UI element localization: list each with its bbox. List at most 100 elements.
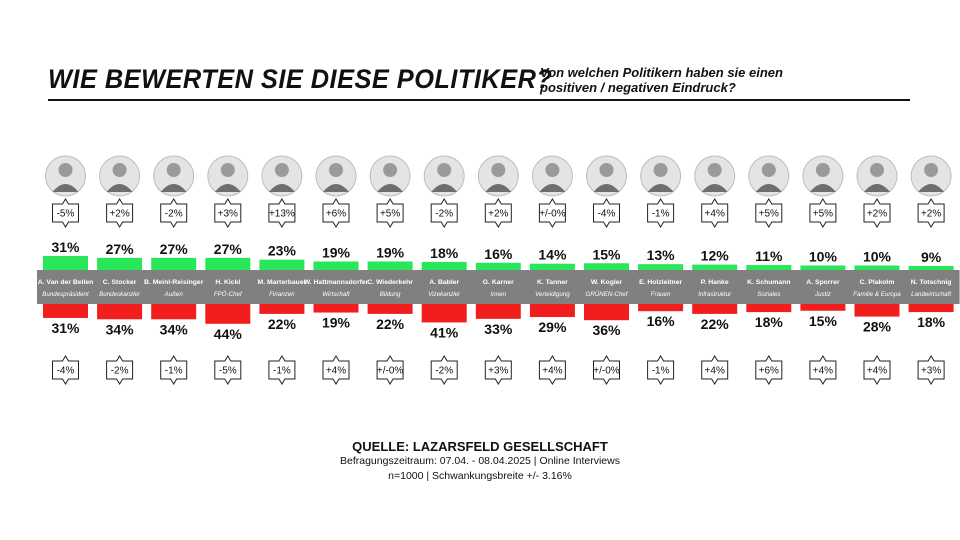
positive-change-badge: +5% [813,209,833,220]
avatar-head-icon [491,163,506,177]
negative-bar [800,304,846,311]
politician-name: A. Van der Bellen [38,279,94,286]
negative-bar [692,304,738,314]
negative-value-label: 36% [592,322,621,338]
change-badge-frame [809,198,837,228]
change-badge-frame [322,355,350,385]
negative-change-badge: -1% [273,366,291,377]
avatar-head-icon [815,163,830,177]
change-badge-frame [322,198,350,228]
avatar-body-icon [377,184,404,192]
change-badge-frame [538,355,566,385]
avatar-head-icon [870,163,884,177]
avatar-head-icon [112,163,127,177]
negative-value-label: 18% [755,314,784,330]
negative-change-badge: +4% [813,366,833,377]
negative-change-badge: -2% [435,366,453,377]
negative-bar [746,304,792,313]
change-badge-frame [430,198,458,228]
negative-value-label: 29% [538,319,567,335]
politician-name: W. Kogler [591,279,623,286]
positive-value-label: 13% [647,247,676,263]
positive-value-label: 12% [701,248,730,264]
chart-title: WIE BEWERTEN SIE DIESE POLITIKER? [48,64,553,94]
positive-change-badge: +5% [759,209,779,220]
name-band [37,270,960,304]
politician-role: Familie & Europa [853,291,901,298]
avatar-body-icon [323,184,349,192]
negative-bar [638,304,684,312]
change-badge-frame [214,355,242,385]
avatar-body-icon [864,184,890,192]
avatar-body-icon [593,184,620,192]
change-badge-frame [106,198,134,228]
negative-change-badge: -1% [165,366,183,377]
positive-value-label: 19% [376,244,405,260]
positive-value-label: 18% [430,245,459,261]
avatar-body-icon [755,184,782,192]
negative-bar [529,304,575,318]
avatar-head-icon [707,163,722,177]
politician-name: P. Hanke [701,279,729,286]
politician-role: Bundeskanzler [99,291,141,298]
politician-role: Innen [491,291,507,298]
positive-bar [43,256,88,270]
politician-name: A. Babler [429,279,459,286]
positive-bar [746,265,792,270]
positive-change-badge: -4% [598,209,616,220]
change-badge-frame [647,355,675,385]
politician-role: Landwirtschaft [911,291,951,298]
positive-bar [854,265,900,270]
negative-change-badge: +/-0% [593,366,620,377]
politician-name: G. Karner [483,279,514,286]
source-sample: n=1000 | Schwankungsbreite +/- 3.16% [388,470,572,482]
positive-bar [800,265,846,270]
change-badge-frame [593,355,620,385]
politician-name: C. Stocker [103,279,137,286]
change-badge-frame [917,198,945,228]
politician-role: Vizekanzler [428,291,461,298]
change-badge-frame [863,198,891,228]
source-block: QUELLE: LAZARSFELD GESELLSCHAFT Befragun… [0,439,960,484]
positive-bar [313,261,359,270]
negative-value-label: 16% [647,313,676,329]
avatar-head-icon [58,163,73,177]
change-badge-frame [863,355,891,385]
positive-change-badge: +6% [326,209,346,220]
negative-value-label: 18% [917,314,946,330]
negative-value-label: 19% [322,315,351,331]
change-badge-frame [755,355,783,385]
positive-value-label: 27% [106,241,135,257]
negative-value-label: 22% [701,316,730,332]
avatar-body-icon [268,184,295,192]
negative-value-label: 34% [106,321,135,337]
source-period: Befragungszeitraum: 07.04. - 08.04.2025 … [340,455,620,467]
positive-change-badge: -2% [435,209,453,220]
positive-value-label: 15% [592,246,621,262]
politician-name: H. Kickl [215,279,240,286]
negative-value-label: 44% [214,326,243,342]
avatar-body-icon [160,184,187,192]
avatar-head-icon [599,163,614,177]
positive-bar [638,264,684,270]
positive-bar [259,259,305,270]
politician-role: Außen [164,291,184,298]
negative-value-label: 28% [863,319,892,335]
change-badge-frame [376,198,404,228]
politician-name: C. Plakolm [860,279,895,286]
positive-bar [151,257,197,270]
negative-change-badge: +4% [867,366,887,377]
positive-value-label: 27% [214,241,243,257]
avatar-head-icon [329,163,343,177]
politician-name: E. Holzleitner [639,279,682,286]
politician-name: B. Meinl-Reisinger [144,279,204,286]
change-badge-frame [647,198,675,228]
negative-bar [97,304,143,320]
change-badge-frame [214,198,242,228]
title-underline [48,99,910,101]
negative-change-badge: +4% [326,366,346,377]
politician-name: M. Marterbauer [258,279,307,286]
negative-bar [151,304,197,320]
change-badge-frame [809,355,837,385]
positive-change-badge: +/-0% [539,209,566,220]
